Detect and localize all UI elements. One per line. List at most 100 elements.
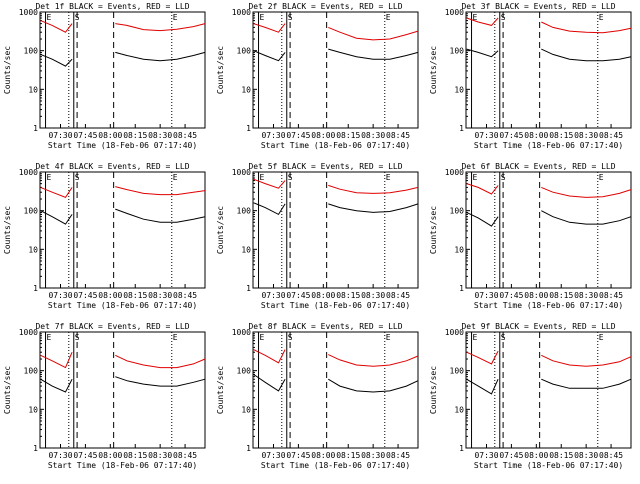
x-axis-label: Start Time (18-Feb-06 07:17:40)	[48, 301, 197, 310]
events-series-line	[253, 202, 286, 216]
panel-title: Det 3f BLACK = Events, RED = LLD	[461, 2, 615, 11]
lld-series-line	[466, 17, 499, 26]
x-tick-label: 07:30	[474, 451, 498, 460]
x-tick-label: 08:00	[524, 291, 548, 300]
y-axis-label: Counts/sec	[3, 46, 12, 94]
x-axis-label: Start Time (18-Feb-06 07:17:40)	[261, 141, 410, 150]
detector-panel: Det 6f BLACK = Events, RED = LLD 1 10 100 10…	[429, 162, 632, 310]
y-axis-label: Counts/sec	[216, 46, 225, 94]
time-marker-label: E	[386, 173, 391, 182]
x-tick-label: 08:30	[574, 291, 598, 300]
y-tick-label: 100	[237, 207, 252, 216]
x-tick-label: 08:00	[524, 131, 548, 140]
events-series-line	[40, 53, 73, 67]
time-marker-label: E	[260, 173, 265, 182]
x-axis-label: Start Time (18-Feb-06 07:17:40)	[261, 301, 410, 310]
y-tick-label: 1000	[445, 8, 464, 17]
events-series-line	[40, 210, 73, 225]
x-tick-label: 07:30	[48, 131, 72, 140]
lld-series-line	[115, 354, 206, 369]
time-marker-label: E	[599, 333, 604, 342]
x-tick-label: 08:30	[361, 291, 385, 300]
x-tick-label: 07:30	[48, 451, 72, 460]
x-tick-label: 08:45	[386, 451, 410, 460]
x-tick-label: 08:15	[549, 131, 573, 140]
y-tick-label: 10	[28, 85, 38, 94]
x-tick-label: 07:45	[73, 451, 97, 460]
time-marker-label: E	[599, 13, 604, 22]
x-tick-label: 08:45	[599, 291, 623, 300]
y-tick-label: 10	[28, 245, 38, 254]
x-tick-label: 08:15	[123, 131, 147, 140]
y-axis-label: Counts/sec	[3, 366, 12, 414]
y-tick-label: 1000	[445, 168, 464, 177]
lld-series-line	[253, 349, 286, 364]
plot-frame	[252, 171, 419, 289]
x-tick-label: 07:30	[261, 291, 285, 300]
y-tick-label: 1000	[445, 328, 464, 337]
y-axis-label: Counts/sec	[429, 366, 438, 414]
y-tick-label: 10	[241, 245, 251, 254]
x-tick-label: 07:30	[261, 451, 285, 460]
y-tick-label: 100	[450, 47, 465, 56]
panel-title: Det 4f BLACK = Events, RED = LLD	[35, 162, 189, 171]
plot-frame	[465, 11, 632, 129]
y-tick-label: 10	[454, 405, 464, 414]
x-axis-label: Start Time (18-Feb-06 07:17:40)	[474, 141, 623, 150]
plot-frame	[252, 11, 419, 129]
x-tick-label: 07:45	[286, 291, 310, 300]
x-tick-label: 08:00	[98, 291, 122, 300]
x-tick-label: 08:00	[311, 291, 335, 300]
plot-frame	[39, 331, 206, 449]
lld-series-line	[541, 354, 632, 367]
time-marker-label: E	[473, 13, 478, 22]
x-tick-label: 07:45	[499, 451, 523, 460]
x-axis-label: Start Time (18-Feb-06 07:17:40)	[48, 461, 197, 470]
detector-panel: Det 8f BLACK = Events, RED = LLD 1 10 100 10…	[216, 322, 419, 470]
y-axis-label: Counts/sec	[216, 206, 225, 254]
y-axis-label: Counts/sec	[429, 206, 438, 254]
panel-title: Det 2f BLACK = Events, RED = LLD	[248, 2, 402, 11]
panel-title: Det 8f BLACK = Events, RED = LLD	[248, 322, 402, 331]
time-marker-label: E	[260, 333, 265, 342]
x-tick-label: 08:15	[549, 291, 573, 300]
x-tick-label: 08:30	[361, 451, 385, 460]
lld-series-line	[115, 23, 206, 32]
events-series-line	[328, 48, 419, 60]
lld-series-line	[541, 21, 632, 34]
lld-series-line	[253, 178, 286, 189]
events-series-line	[40, 378, 73, 393]
events-series-line	[253, 50, 286, 62]
x-tick-label: 08:00	[524, 451, 548, 460]
panel-title: Det 9f BLACK = Events, RED = LLD	[461, 322, 615, 331]
y-tick-label: 10	[28, 405, 38, 414]
panel-title: Det 5f BLACK = Events, RED = LLD	[248, 162, 402, 171]
time-marker-label: E	[386, 333, 391, 342]
y-tick-label: 100	[24, 207, 39, 216]
plot-frame	[39, 171, 206, 289]
detector-panel: Det 4f BLACK = Events, RED = LLD 1 10 100 10…	[3, 162, 206, 310]
x-tick-label: 08:45	[173, 291, 197, 300]
x-tick-label: 07:30	[474, 291, 498, 300]
y-tick-label: 10	[241, 405, 251, 414]
lld-series-line	[466, 183, 499, 195]
events-series-line	[541, 378, 632, 389]
x-tick-label: 08:45	[386, 131, 410, 140]
lld-series-line	[40, 352, 73, 369]
y-tick-label: 100	[237, 47, 252, 56]
y-tick-label: 10	[454, 245, 464, 254]
x-axis-label: Start Time (18-Feb-06 07:17:40)	[48, 141, 197, 150]
x-tick-label: 08:30	[148, 451, 172, 460]
x-tick-label: 08:00	[98, 131, 122, 140]
detector-panel: Det 2f BLACK = Events, RED = LLD 1 10 100 10…	[216, 2, 419, 150]
y-tick-label: 1000	[232, 328, 251, 337]
x-tick-label: 08:45	[173, 451, 197, 460]
time-marker-label: E	[173, 173, 178, 182]
lld-series-line	[328, 354, 419, 367]
x-tick-label: 07:45	[73, 291, 97, 300]
y-tick-label: 1	[459, 284, 464, 293]
detector-panel: Det 5f BLACK = Events, RED = LLD 1 10 100 10…	[216, 162, 419, 310]
x-tick-label: 07:45	[499, 291, 523, 300]
x-tick-label: 07:45	[286, 451, 310, 460]
